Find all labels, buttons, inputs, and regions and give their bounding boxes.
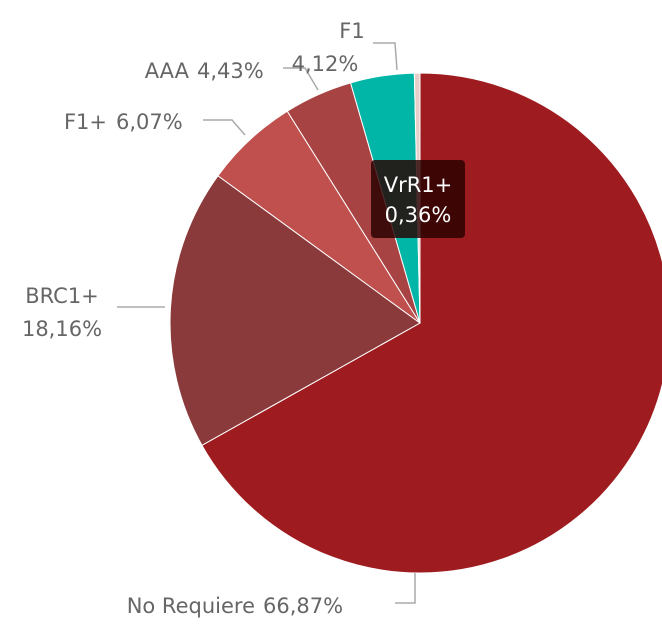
slice-label: VrR1+ — [384, 173, 453, 197]
leader-line — [283, 67, 319, 91]
slice-label: BRC1+ — [25, 284, 99, 308]
slice — [201, 72, 662, 574]
slice-label: F1+ — [64, 110, 107, 134]
slice-value: 4,12% — [292, 52, 359, 76]
slice-label: AAA — [145, 59, 190, 83]
slice-value: 4,43% — [197, 59, 264, 83]
leader-line — [395, 573, 416, 604]
slice-value: 18,16% — [22, 317, 102, 341]
slice-value: 0,36% — [385, 203, 452, 227]
slice-value: 6,07% — [116, 110, 183, 134]
slice-label: No Requiere — [127, 594, 255, 618]
leader-line — [203, 119, 246, 136]
leader-line — [373, 42, 398, 71]
labels: No Requiere 66,87% BRC1+ 18,16% F1+ 6,07% AAA 4… — [22, 19, 465, 618]
slice-label: F1 — [339, 19, 364, 43]
tooltip-box — [371, 160, 465, 238]
pie — [169, 72, 662, 574]
slice-value: 66,87% — [263, 594, 343, 618]
slice — [169, 175, 421, 446]
